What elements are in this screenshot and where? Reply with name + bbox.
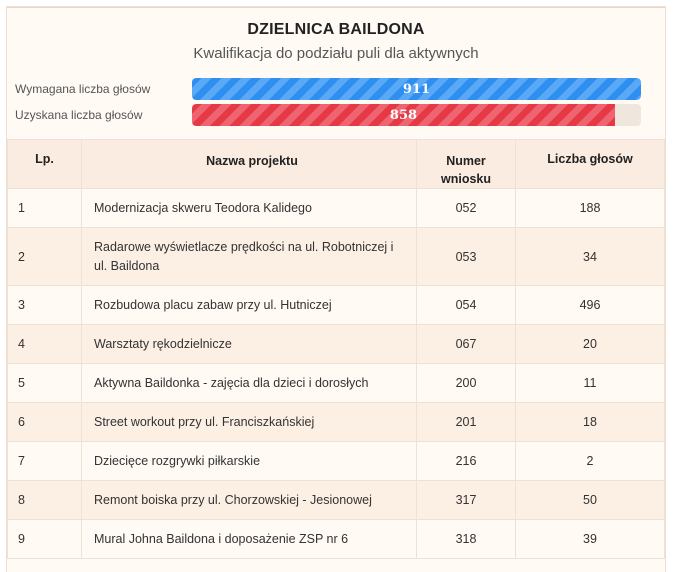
obtained-votes-label: Uzyskana liczba głosów [15, 108, 143, 122]
district-card: DZIELNICA BAILDONA Kwalifikacja do podzi… [6, 6, 666, 572]
obtained-votes-bar: 858 [192, 104, 641, 126]
cell-project-name: Warsztaty rękodzielnicze [81, 324, 417, 364]
district-title: DZIELNICA BAILDONA [247, 21, 425, 38]
required-votes-fill: 911 [192, 78, 641, 100]
cell-lp: 2 [7, 227, 82, 286]
cell-lp: 4 [7, 324, 82, 364]
cell-lp: 8 [7, 480, 82, 520]
cell-project-name: Street workout przy ul. Franciszkańskiej [81, 402, 417, 442]
cell-project-name: Dziecięce rozgrywki piłkarskie [81, 441, 417, 481]
cell-votes: 20 [515, 324, 665, 364]
cell-lp: 3 [7, 285, 82, 325]
cell-votes: 188 [515, 188, 665, 228]
cell-votes: 50 [515, 480, 665, 520]
obtained-votes-value: 858 [389, 107, 418, 123]
required-votes-value: 911 [402, 81, 431, 97]
table-row: 7 Dziecięce rozgrywki piłkarskie 216 2 [7, 441, 665, 481]
cell-lp: 1 [7, 188, 82, 228]
cell-project-name: Radarowe wyświetlacze prędkości na ul. R… [81, 227, 417, 286]
required-votes-label: Wymagana liczba głosów [15, 82, 151, 96]
table-row: 5 Aktywna Baildonka - zajęcia dla dzieci … [7, 363, 665, 403]
cell-application-number: 201 [416, 402, 516, 442]
district-subtitle: Kwalifikacja do podziału puli dla aktywn… [193, 45, 479, 62]
projects-table: Lp. Nazwa projektu Numer wniosku Liczba … [7, 139, 665, 559]
cell-votes: 496 [515, 285, 665, 325]
cell-votes: 34 [515, 227, 665, 286]
cell-application-number: 052 [416, 188, 516, 228]
top-divider [7, 7, 665, 8]
table-row: 3 Rozbudowa placu zabaw przy ul. Hutnicze… [7, 285, 665, 325]
cell-project-name: Rozbudowa placu zabaw przy ul. Hutniczej [81, 285, 417, 325]
cell-lp: 7 [7, 441, 82, 481]
table-row: 8 Remont boiska przy ul. Chorzowskiej - J… [7, 480, 665, 520]
cell-application-number: 317 [416, 480, 516, 520]
cell-lp: 5 [7, 363, 82, 403]
required-votes-bar: 911 [192, 78, 641, 100]
cell-application-number: 216 [416, 441, 516, 481]
table-row: 2 Radarowe wyświetlacze prędkości na ul. … [7, 227, 665, 286]
cell-application-number: 053 [416, 227, 516, 286]
table-row: 9 Mural Johna Baildona i doposażenie ZSP … [7, 519, 665, 559]
cell-application-number: 067 [416, 324, 516, 364]
cell-votes: 18 [515, 402, 665, 442]
table-row: 6 Street workout przy ul. Franciszkańskie… [7, 402, 665, 442]
table-row: 1 Modernizacja skweru Teodora Kalidego 052… [7, 188, 665, 228]
header-project-name: Nazwa projektu [81, 139, 417, 189]
header-lp: Lp. [7, 139, 82, 189]
header-application-number: Numer wniosku [416, 139, 516, 189]
cell-application-number: 318 [416, 519, 516, 559]
cell-votes: 11 [515, 363, 665, 403]
cell-application-number: 200 [416, 363, 516, 403]
table-row: 4 Warsztaty rękodzielnicze 067 20 [7, 324, 665, 364]
cell-votes: 39 [515, 519, 665, 559]
cell-project-name: Remont boiska przy ul. Chorzowskiej - Je… [81, 480, 417, 520]
cell-lp: 6 [7, 402, 82, 442]
table-header-row: Lp. Nazwa projektu Numer wniosku Liczba … [7, 139, 665, 189]
cell-application-number: 054 [416, 285, 516, 325]
cell-lp: 9 [7, 519, 82, 559]
cell-votes: 2 [515, 441, 665, 481]
obtained-votes-fill: 858 [192, 104, 615, 126]
header-votes: Liczba głosów [515, 139, 665, 189]
cell-project-name: Aktywna Baildonka - zajęcia dla dzieci i… [81, 363, 417, 403]
cell-project-name: Mural Johna Baildona i doposażenie ZSP n… [81, 519, 417, 559]
cell-project-name: Modernizacja skweru Teodora Kalidego [81, 188, 417, 228]
